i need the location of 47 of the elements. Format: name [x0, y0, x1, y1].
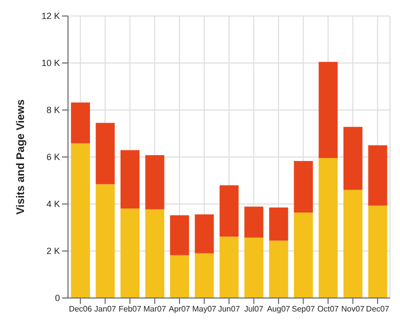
- bar: [269, 208, 288, 241]
- x-tick-label: Oct07: [317, 304, 340, 314]
- y-tick-label: 6 K: [46, 152, 60, 162]
- x-tick-label: Dec07: [366, 304, 390, 314]
- bar: [368, 206, 388, 298]
- y-tick-label: 8 K: [46, 105, 60, 116]
- y-axis-title: Visits and Page Views: [14, 99, 27, 215]
- bar: [318, 158, 338, 298]
- y-tick-label: 0: [54, 293, 60, 304]
- bar: [70, 143, 90, 298]
- bar: [96, 122, 115, 184]
- bar: [244, 206, 264, 238]
- y-tick-label: 4 K: [46, 199, 60, 210]
- x-tick-label: Sep07: [292, 304, 316, 314]
- bar: [318, 62, 338, 158]
- bar: [368, 145, 388, 206]
- bar: [220, 185, 239, 237]
- y-tick-label: 10 K: [41, 58, 60, 68]
- x-tick-label: Dec06: [68, 304, 92, 314]
- bar: [294, 212, 313, 298]
- x-tick-label: Apr07: [168, 304, 191, 314]
- y-tick-label: 2 K: [46, 246, 60, 256]
- bar: [343, 126, 362, 190]
- bar: [70, 102, 90, 144]
- bar: [96, 184, 115, 298]
- bar: [170, 215, 190, 256]
- bar: [145, 209, 164, 298]
- x-tick-label: Mar07: [143, 304, 167, 314]
- bar: [120, 208, 140, 298]
- bar: [170, 255, 190, 298]
- bar: [220, 236, 239, 298]
- y-tick-label: 12 K: [41, 11, 60, 22]
- bar: [120, 150, 140, 208]
- bar: [145, 155, 164, 210]
- x-tick-label: Jun07: [218, 304, 240, 314]
- bar: [343, 190, 362, 298]
- x-tick-label: May07: [192, 304, 217, 314]
- x-tick-label: Feb07: [118, 304, 142, 314]
- x-tick-label: Nov07: [341, 304, 365, 314]
- bar: [269, 240, 288, 298]
- x-tick-label: Jan07: [94, 304, 117, 314]
- bar: [244, 238, 264, 298]
- bar: [194, 214, 214, 254]
- bar: [294, 160, 313, 212]
- x-tick-label: Aug07: [266, 304, 291, 314]
- bar: [194, 253, 214, 298]
- x-tick-label: Jul07: [244, 304, 264, 314]
